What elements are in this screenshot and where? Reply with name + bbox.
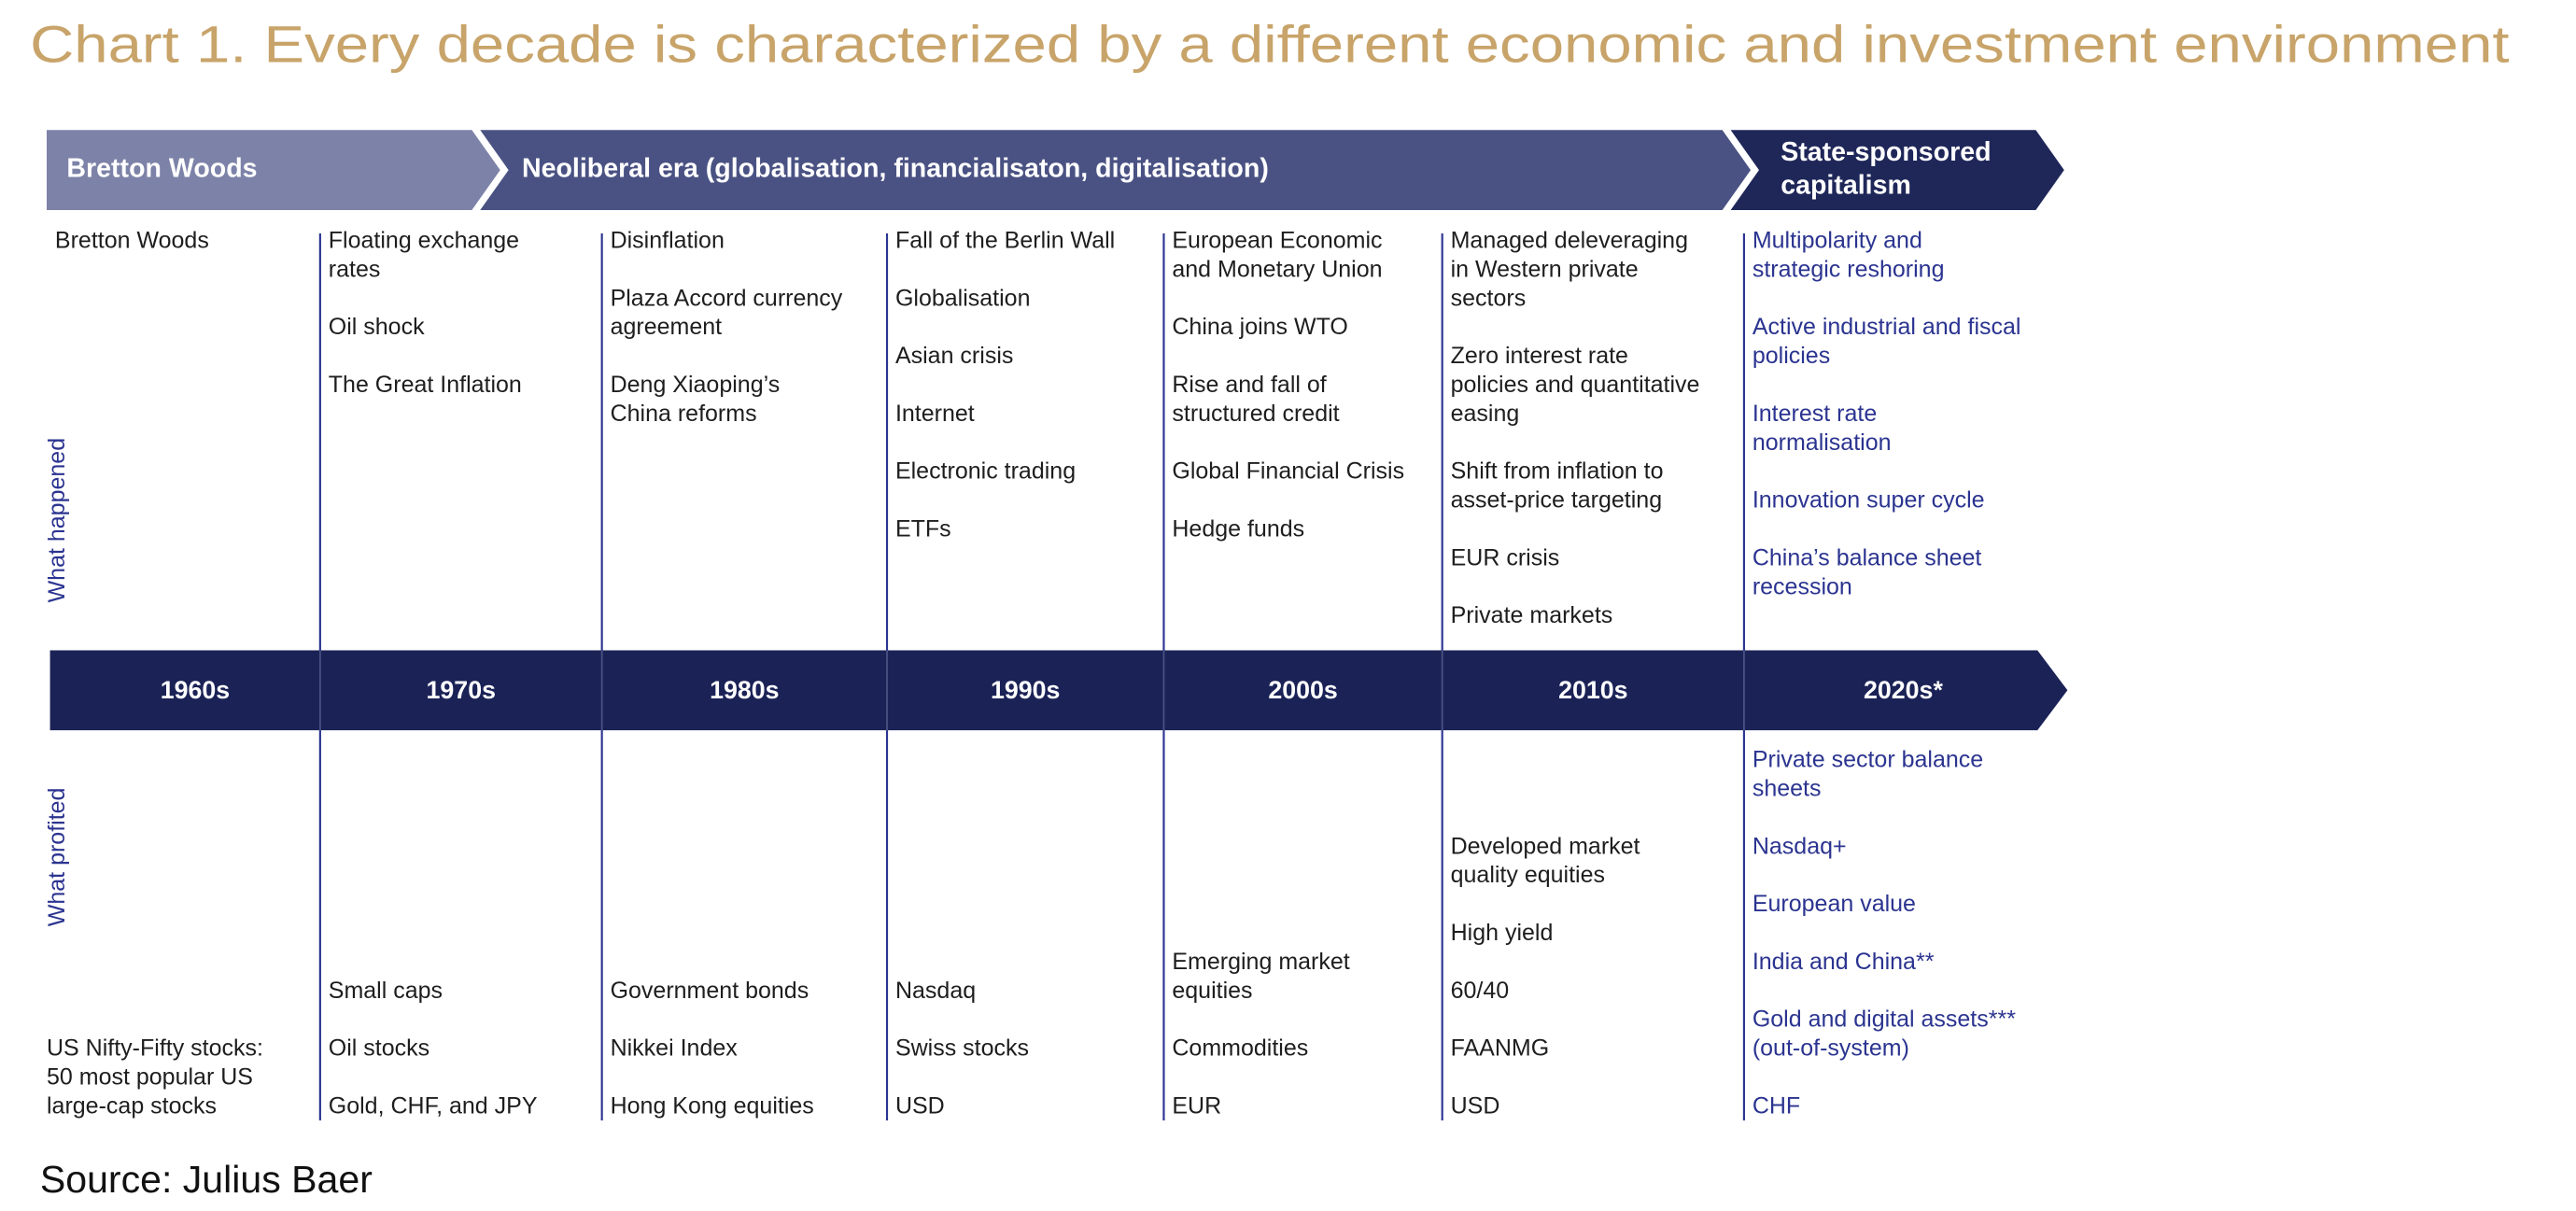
asset-text: 60/40 — [1451, 978, 1510, 1004]
asset-text: USD — [895, 1092, 945, 1119]
asset-text: Small caps — [329, 978, 443, 1004]
event-text: Interest rate — [1753, 401, 1877, 427]
decade-label: 1990s — [991, 676, 1060, 704]
event-text: policies and quantitative — [1451, 372, 1700, 398]
decade-label: 1960s — [161, 676, 230, 704]
event-text: rates — [329, 256, 381, 282]
event-text: Oil shock — [329, 314, 425, 340]
asset-text: CHF — [1753, 1092, 1800, 1119]
event-text: Disinflation — [611, 228, 725, 254]
event-text: Floating exchange — [329, 228, 519, 254]
era-label: capitalism — [1781, 171, 1911, 201]
event-text: Multipolarity and — [1753, 228, 1922, 254]
decade-label: 2010s — [1558, 676, 1627, 704]
event-text: Zero interest rate — [1451, 343, 1628, 369]
event-text: ETFs — [895, 515, 951, 542]
asset-text: High yield — [1451, 920, 1554, 946]
event-text: China joins WTO — [1172, 314, 1348, 340]
row-label: What happened — [44, 438, 70, 603]
asset-text: sheets — [1753, 776, 1822, 802]
event-text: Globalisation — [895, 285, 1031, 311]
asset-text: Swiss stocks — [895, 1035, 1029, 1062]
event-text: The Great Inflation — [329, 372, 522, 398]
asset-text: Nikkei Index — [611, 1035, 739, 1062]
event-text: normalisation — [1753, 429, 1892, 456]
asset-text: Hong Kong equities — [611, 1092, 814, 1119]
asset-text: FAANMG — [1451, 1035, 1550, 1062]
asset-text: India and China** — [1753, 949, 1935, 975]
event-text: asset-price targeting — [1451, 487, 1663, 514]
event-text: Asian crisis — [895, 343, 1013, 369]
era-arrow — [480, 130, 1752, 211]
source: Source: Julius Baer — [40, 1158, 373, 1201]
event-text: in Western private — [1451, 256, 1639, 282]
event-text: Bretton Woods — [55, 228, 209, 254]
event-text: Global Financial Crisis — [1172, 458, 1404, 485]
event-text: sectors — [1451, 285, 1527, 311]
event-text: Hedge funds — [1172, 515, 1304, 542]
event-text: Internet — [895, 401, 975, 427]
asset-text: Commodities — [1172, 1035, 1308, 1062]
asset-text: Developed market — [1451, 833, 1640, 859]
event-text: Fall of the Berlin Wall — [895, 228, 1115, 254]
era-label: Neoliberal era (globalisation, financial… — [522, 154, 1269, 184]
event-text: Active industrial and fiscal — [1753, 314, 2021, 340]
row-label: What profited — [44, 788, 70, 927]
event-text: Innovation super cycle — [1753, 487, 1985, 514]
asset-text: Nasdaq+ — [1753, 833, 1847, 859]
event-text: Electronic trading — [895, 458, 1076, 485]
title: Chart 1. Every decade is characterized b… — [30, 15, 2509, 73]
asset-text: large-cap stocks — [47, 1092, 217, 1119]
decade-label: 1980s — [710, 676, 779, 704]
decade-label: 2020s* — [1864, 676, 1943, 704]
event-text: and Monetary Union — [1172, 256, 1382, 282]
asset-text: Nasdaq — [895, 978, 976, 1004]
event-text: agreement — [611, 314, 723, 340]
asset-text: Gold and digital assets*** — [1753, 1007, 2016, 1033]
asset-text: 50 most popular US — [47, 1063, 253, 1090]
era-arrow — [47, 130, 500, 211]
event-text: recession — [1753, 573, 1852, 599]
asset-text: Gold, CHF, and JPY — [329, 1092, 538, 1119]
asset-text: Private sector balance — [1753, 747, 1983, 773]
asset-text: Oil stocks — [329, 1035, 429, 1062]
event-text: Managed deleveraging — [1451, 228, 1688, 254]
event-text: China’s balance sheet — [1753, 544, 1982, 570]
asset-text: USD — [1451, 1092, 1500, 1119]
asset-text: (out-of-system) — [1753, 1035, 1909, 1062]
event-text: structured credit — [1172, 401, 1339, 427]
asset-text: EUR — [1172, 1092, 1221, 1119]
asset-text: European value — [1753, 891, 1916, 917]
event-text: EUR crisis — [1451, 544, 1560, 570]
event-text: Deng Xiaoping’s — [611, 372, 781, 398]
event-text: policies — [1753, 343, 1830, 369]
event-text: Rise and fall of — [1172, 372, 1326, 398]
event-text: Private markets — [1451, 602, 1613, 628]
event-text: Shift from inflation to — [1451, 458, 1664, 485]
asset-text: Government bonds — [611, 978, 809, 1004]
era-label: Bretton Woods — [66, 154, 257, 184]
era-arrow — [1730, 130, 2064, 211]
event-text: Plaza Accord currency — [611, 285, 843, 311]
asset-text: equities — [1172, 978, 1252, 1004]
event-text: easing — [1451, 401, 1520, 427]
decade-label: 1970s — [427, 676, 496, 704]
decade-label: 2000s — [1268, 676, 1337, 704]
event-text: strategic reshoring — [1753, 256, 1945, 282]
asset-text: Emerging market — [1172, 949, 1349, 975]
event-text: China reforms — [611, 401, 757, 427]
decade-band — [49, 650, 2068, 731]
asset-text: quality equities — [1451, 862, 1605, 888]
event-text: European Economic — [1172, 228, 1382, 254]
asset-text: US Nifty-Fifty stocks: — [47, 1035, 263, 1062]
era-label: State-sponsored — [1781, 137, 1991, 167]
